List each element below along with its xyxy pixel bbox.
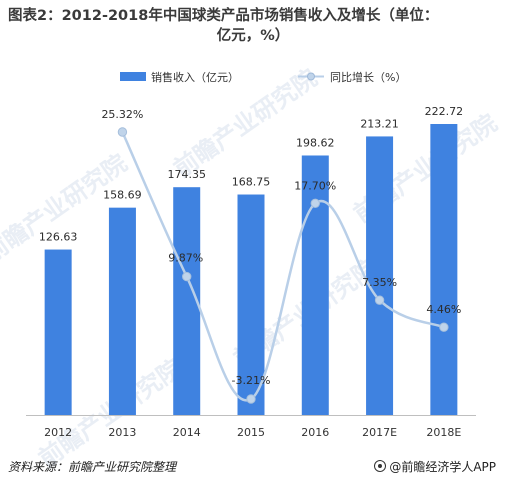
bar (108, 207, 136, 415)
bar (301, 155, 329, 416)
growth-value-label: 4.46% (426, 303, 461, 316)
growth-value-label: 17.70% (294, 179, 336, 192)
x-tick-label: 2014 (173, 426, 201, 439)
footer: 资料来源：前瞻产业研究院整理 @前瞻经济学人APP (8, 458, 498, 478)
legend-marker-line (307, 72, 315, 81)
growth-point (246, 394, 256, 404)
bar (366, 136, 394, 415)
growth-point (117, 127, 128, 137)
bar (44, 249, 72, 415)
growth-point (374, 295, 385, 305)
brand-logo-icon (374, 460, 387, 472)
x-tick-label: 2018E (426, 426, 461, 439)
brand-label: @前瞻经济学人APP (389, 460, 496, 474)
growth-value-label: 9.87% (168, 252, 203, 265)
legend-swatch-bar (120, 72, 146, 81)
growth-value-label: -3.21% (232, 374, 271, 387)
x-tick-label: 2013 (108, 426, 136, 439)
bar-value-label: 168.75 (232, 176, 271, 189)
growth-point (182, 271, 192, 282)
title-line-1: 图表2：2012-2018年中国球类产品市场销售收入及增长（单位： (8, 8, 439, 24)
growth-value-label: 7.35% (362, 276, 397, 289)
legend-label-line: 同比增长（%） (330, 70, 406, 84)
bar-value-label: 213.21 (360, 117, 399, 130)
bar-value-label: 158.69 (103, 189, 142, 202)
growth-point (439, 322, 449, 332)
bar (237, 194, 265, 415)
x-tick-label: 2017E (362, 426, 397, 439)
bar-value-label: 174.35 (167, 168, 206, 181)
growth-point (310, 198, 320, 209)
brand-credit: @前瞻经济学人APP (374, 458, 496, 475)
legend-label-bar: 销售收入（亿元） (151, 70, 239, 84)
bar (430, 124, 458, 415)
bar-value-label: 222.72 (425, 105, 464, 118)
x-tick-label: 2015 (237, 426, 265, 439)
source-note: 资料来源：前瞻产业研究院整理 (8, 460, 177, 474)
chart-title: 图表2：2012-2018年中国球类产品市场销售收入及增长（单位： 亿元，%） (8, 6, 498, 46)
bar-value-label: 126.63 (39, 231, 78, 244)
x-tick-label: 2016 (301, 426, 329, 439)
bar-value-label: 198.62 (296, 136, 335, 149)
x-tick-label: 2012 (44, 426, 72, 439)
title-line-2: 亿元，%） (216, 28, 290, 44)
growth-value-label: 25.32% (101, 108, 143, 121)
